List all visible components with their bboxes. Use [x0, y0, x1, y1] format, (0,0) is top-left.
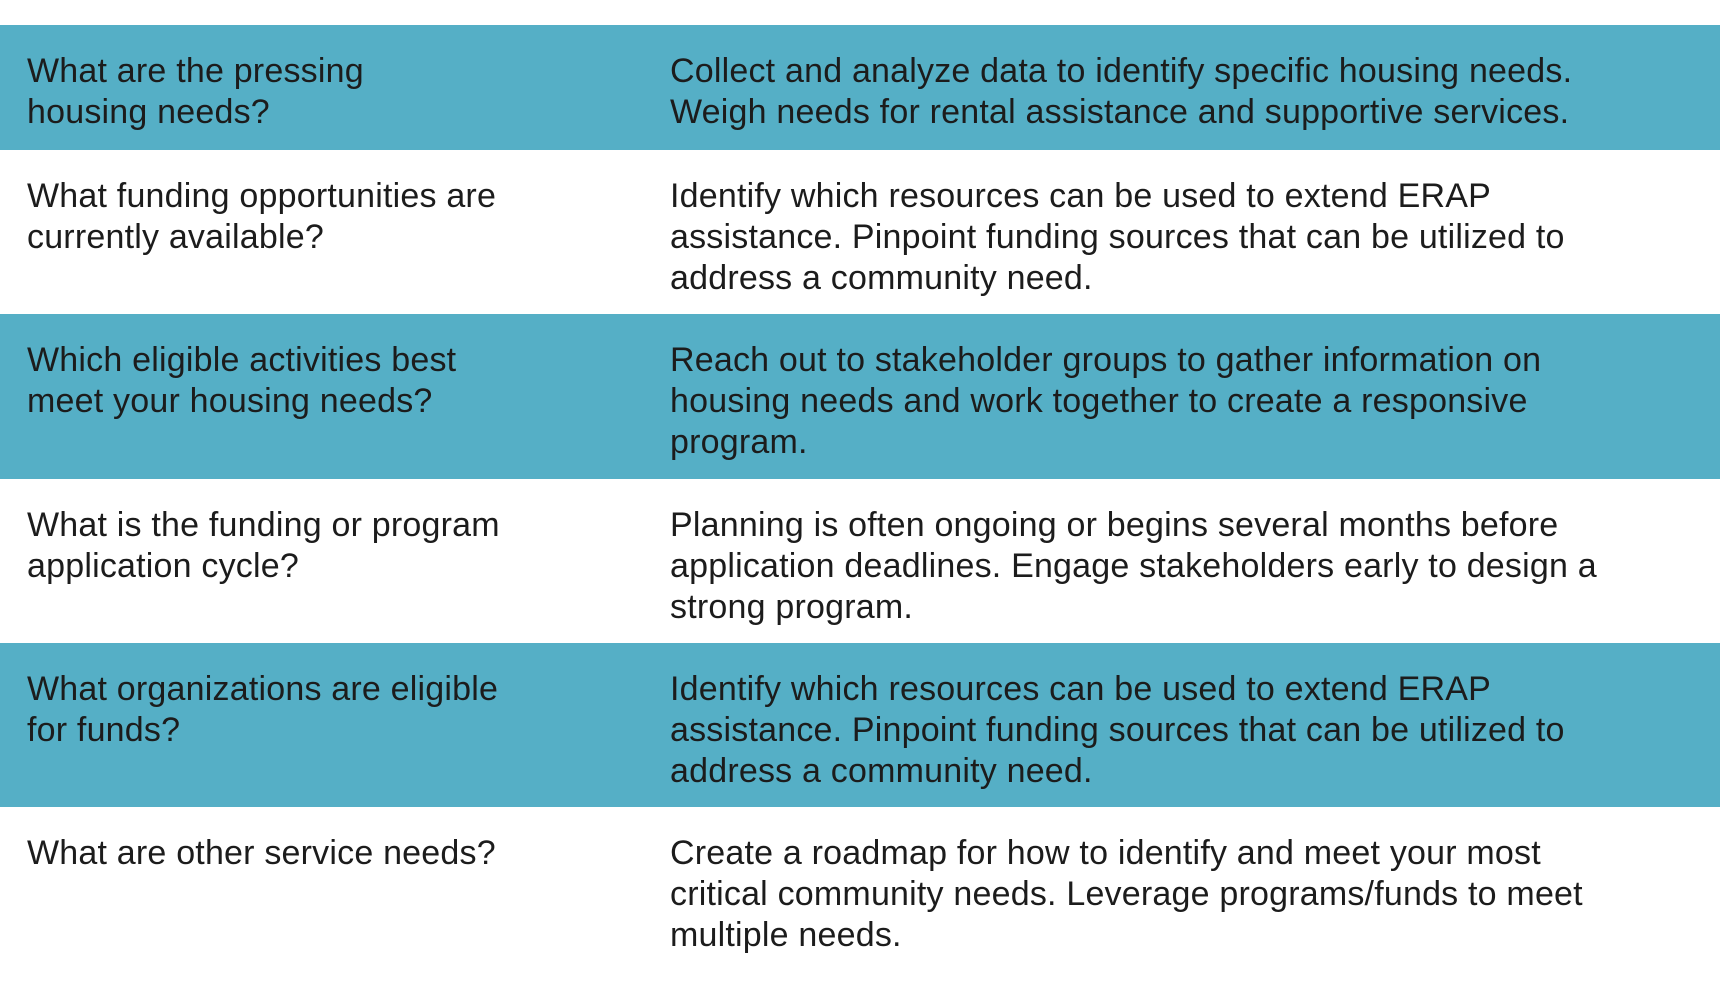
question-cell: What are other service needs? [27, 834, 496, 872]
answer-cell: Identify which resources can be used to … [670, 177, 1565, 297]
question-cell: What are the pressing housing needs? [27, 52, 364, 131]
answer-cell: Planning is often ongoing or begins seve… [670, 506, 1597, 626]
answer-cell: Collect and analyze data to identify spe… [670, 52, 1573, 131]
table-row: What organizations are eligible for fund… [0, 643, 1720, 807]
answer-cell: Identify which resources can be used to … [670, 670, 1565, 790]
table-row: What is the funding or program applicati… [0, 479, 1720, 643]
planning-table: What are the pressing housing needs? Col… [0, 25, 1720, 967]
table-row: What funding opportunities are currently… [0, 150, 1720, 314]
answer-cell: Create a roadmap for how to identify and… [670, 834, 1583, 954]
table-row: Which eligible activities best meet your… [0, 314, 1720, 479]
answer-cell: Reach out to stakeholder groups to gathe… [670, 341, 1542, 461]
question-cell: What funding opportunities are currently… [27, 177, 497, 256]
table-row: What are other service needs? Create a r… [0, 807, 1720, 967]
table-row: What are the pressing housing needs? Col… [0, 25, 1720, 150]
question-cell: What is the funding or program applicati… [27, 506, 500, 585]
question-cell: What organizations are eligible for fund… [27, 670, 499, 749]
question-cell: Which eligible activities best meet your… [27, 341, 457, 420]
